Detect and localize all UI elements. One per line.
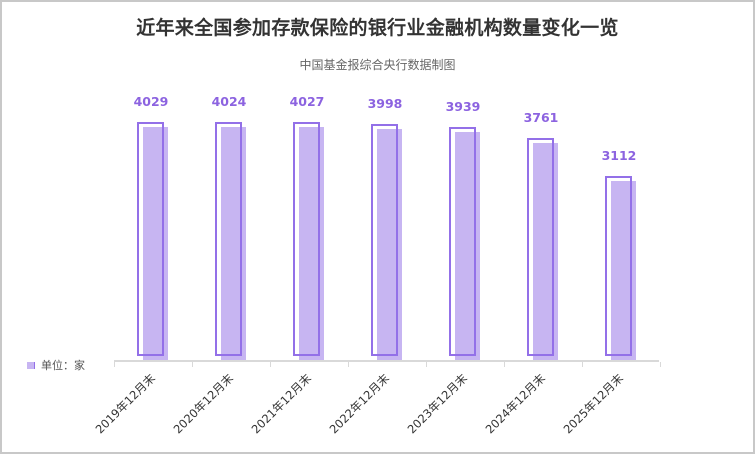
x-axis bbox=[114, 360, 659, 362]
bar-outline bbox=[137, 122, 164, 356]
bar-outline bbox=[371, 123, 398, 356]
bar-outline bbox=[605, 176, 632, 356]
bar-outline bbox=[527, 137, 554, 356]
bar-outline bbox=[293, 122, 320, 356]
data-label: 4029 bbox=[133, 94, 169, 109]
chart-title: 近年来全国参加存款保险的银行业金融机构数量变化一览 bbox=[136, 17, 619, 39]
x-axis-tick bbox=[660, 362, 661, 367]
bar-outline bbox=[215, 122, 242, 356]
data-label: 3998 bbox=[367, 95, 403, 111]
legend: 单位：家 bbox=[27, 357, 85, 373]
x-axis-tick bbox=[348, 362, 349, 367]
bar-outline bbox=[449, 127, 476, 356]
data-label: 4024 bbox=[211, 94, 247, 110]
x-axis-tick bbox=[114, 362, 115, 367]
legend-swatch-icon bbox=[27, 361, 35, 369]
data-label: 3761 bbox=[523, 109, 559, 125]
x-axis-tick bbox=[192, 362, 193, 367]
data-label: 3112 bbox=[601, 148, 637, 163]
legend-unit-label: 单位：家 bbox=[41, 359, 85, 372]
x-axis-tick bbox=[582, 362, 583, 367]
data-label: 3939 bbox=[445, 99, 481, 115]
x-axis-tick bbox=[426, 362, 427, 367]
x-axis-tick bbox=[504, 362, 505, 367]
data-label: 4027 bbox=[289, 94, 325, 110]
x-axis-tick bbox=[270, 362, 271, 367]
chart-subtitle: 中国基金报综合央行数据制图 bbox=[299, 58, 456, 72]
